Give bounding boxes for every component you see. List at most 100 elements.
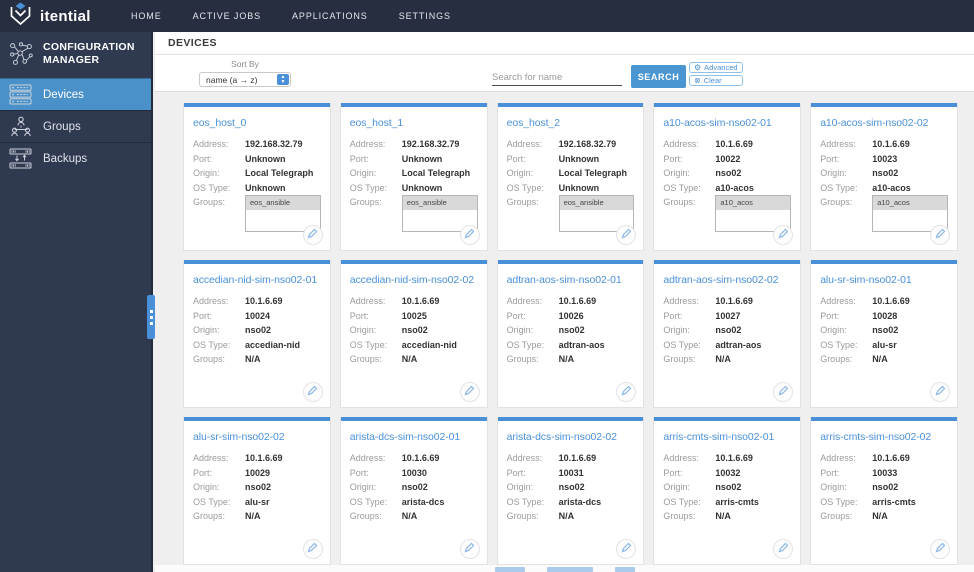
field-label: Port: [506,467,526,478]
field-value: 10026 [558,310,584,321]
nav-item-home[interactable]: HOME [131,11,162,21]
field-value: 10030 [401,467,427,478]
device-name-link[interactable]: arris-cmts-sim-nso02-01 [663,431,775,443]
field-label: Origin: [193,168,220,178]
device-name-link[interactable]: arista-dcs-sim-nso02-01 [349,431,461,443]
edit-device-button[interactable] [302,225,323,245]
edit-device-button[interactable] [930,225,950,245]
group-item[interactable]: eos_ansible [246,196,320,210]
groups-value: N/A [558,354,575,364]
field-value: Local Telegraph [245,168,314,178]
field-label: Origin: [349,325,377,335]
device-name-link[interactable]: alu-sr-sim-nso02-02 [193,431,285,443]
edit-device-button[interactable] [459,539,480,559]
sort-select-value: name (a → z) [206,74,258,85]
field-label: Groups: [349,511,382,521]
field-value: 10.1.6.69 [558,296,597,306]
field-label: OS Type: [349,496,388,507]
groups-value: N/A [715,354,731,364]
field-label: Address: [506,139,543,149]
search-button[interactable]: SEARCH [631,65,686,88]
edit-device-button[interactable] [302,539,323,559]
edit-device-button[interactable] [773,382,794,402]
groups-value: N/A [245,354,261,364]
pencil-icon [935,226,946,244]
edit-device-button[interactable] [773,225,794,245]
field-label: Address: [193,139,229,149]
device-name-link[interactable]: a10-acos-sim-nso02-01 [663,117,772,129]
field-value: arris-cmts [715,496,759,507]
nav-item-active-jobs[interactable]: ACTIVE JOBS [192,11,262,21]
field-label: Origin: [506,482,534,492]
device-name-link[interactable]: accedian-nid-sim-nso02-01 [193,274,318,286]
edit-device-button[interactable] [459,382,480,402]
field-label: OS Type: [506,496,544,507]
select-stepper-icon[interactable]: ▲ ▼ [277,74,289,85]
field-value: 10027 [715,310,741,321]
sort-select[interactable]: name (a → z) ▲ ▼ [199,72,291,87]
card-accent-bar [811,417,957,421]
clear-button[interactable]: ⊗ Clear [689,75,743,86]
edit-device-button[interactable] [930,382,950,402]
edit-device-button[interactable] [616,539,637,559]
edit-device-button[interactable] [773,539,794,559]
group-item[interactable]: eos_ansible [559,196,634,210]
advanced-label: Advanced [704,63,738,72]
device-card: adtran-aos-sim-nso02-02 Address: 10.1.6.6… [653,260,802,408]
field-value: 10028 [872,310,898,321]
field-value: 10031 [558,467,584,478]
sidebar-item-label: Backups [43,152,88,165]
nav-item-settings[interactable]: SETTINGS [398,11,451,21]
advanced-button[interactable]: ⚙ Advanced [689,62,743,73]
field-label: OS Type: [820,339,858,350]
group-item[interactable]: a10_acos [873,196,947,210]
field-label: Groups: [506,354,539,364]
device-card: arista-dcs-sim-nso02-02 Address: 10.1.6.6… [496,417,645,565]
sidebar-item-groups[interactable]: Groups [0,110,151,142]
device-name-link[interactable]: eos_host_2 [506,117,560,129]
device-name-link[interactable]: eos_host_0 [193,117,247,129]
field-label: Port: [193,467,213,478]
field-value: accedian-nid [245,339,301,350]
edit-device-button[interactable] [930,539,950,559]
group-item[interactable]: a10_acos [716,196,791,210]
nav-item-applications[interactable]: APPLICATIONS [292,11,368,21]
page-title: DEVICES [168,37,217,49]
field-label: OS Type: [506,339,544,350]
gear-icon: ⚙ [694,62,702,72]
sidebar-item-devices[interactable]: Devices [0,78,151,110]
field-value: 10022 [715,153,741,164]
card-accent-bar [654,103,801,107]
device-name-link[interactable]: alu-sr-sim-nso02-01 [820,274,912,286]
pencil-icon [621,226,632,244]
edit-device-button[interactable] [616,382,637,402]
group-item[interactable]: eos_ansible [402,196,477,210]
field-label: Groups: [506,197,539,207]
device-name-link[interactable]: accedian-nid-sim-nso02-02 [349,274,474,286]
device-name-link[interactable]: arista-dcs-sim-nso02-02 [506,431,617,443]
device-name-link[interactable]: adtran-aos-sim-nso02-01 [506,274,622,286]
itential-brand[interactable]: itential [0,2,100,30]
brand-text: itential [40,7,91,25]
field-value: accedian-nid [401,339,457,350]
field-value: 192.168.32.79 [245,139,303,149]
edit-device-button[interactable] [459,225,480,245]
sidebar-item-backups[interactable]: Backups [0,142,151,174]
groups-listbox[interactable]: a10_acos [715,195,792,232]
edit-device-button[interactable] [616,225,637,245]
field-label: Port: [506,310,526,321]
device-name-link[interactable]: arris-cmts-sim-nso02-02 [820,431,932,443]
device-name-link[interactable]: a10-acos-sim-nso02-02 [820,117,929,129]
field-value: 10023 [872,153,898,164]
field-label: Address: [193,453,229,463]
pencil-icon [464,383,475,401]
device-name-link[interactable]: adtran-aos-sim-nso02-02 [663,274,779,286]
field-label: Origin: [663,325,690,335]
edit-device-button[interactable] [302,382,323,402]
device-name-link[interactable]: eos_host_1 [349,117,404,129]
page-header: DEVICES [155,32,974,55]
device-card: adtran-aos-sim-nso02-01 Address: 10.1.6.6… [496,260,645,408]
search-input[interactable] [492,70,622,86]
sidebar-resize-handle[interactable] [147,295,155,339]
device-card: arris-cmts-sim-nso02-01 Address: 10.1.6.6… [653,417,802,565]
